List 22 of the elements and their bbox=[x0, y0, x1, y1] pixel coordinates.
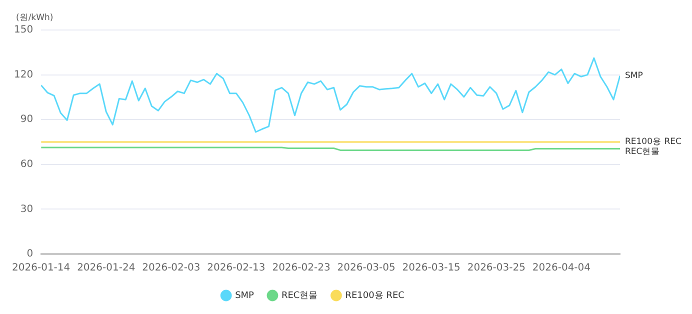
y-tick-label: 60 bbox=[20, 158, 34, 170]
x-tick-label: 2026-02-03 bbox=[142, 262, 200, 274]
x-tick-label: 2026-02-23 bbox=[272, 262, 330, 274]
x-tick-label: 2026-03-05 bbox=[337, 262, 396, 274]
legend-label: REC현물 bbox=[281, 290, 318, 301]
y-tick-label: 120 bbox=[14, 69, 34, 80]
x-tick-label: 2026-01-14 bbox=[12, 262, 70, 274]
x-tick-label: 2026-01-24 bbox=[77, 262, 136, 274]
x-tick-label: 2026-03-25 bbox=[467, 262, 526, 274]
y-tick-label: 0 bbox=[26, 248, 34, 260]
x-tick-label: 2026-02-13 bbox=[207, 262, 266, 274]
text: REC현물 bbox=[625, 147, 660, 158]
legend-label: RE100용 REC bbox=[345, 290, 404, 301]
legend-label: SMP bbox=[235, 290, 255, 301]
y-tick-label: 150 bbox=[14, 24, 34, 36]
text: SMP bbox=[625, 71, 643, 82]
text: RE100용 REC bbox=[625, 137, 682, 148]
y-axis-title: (원/kWh) bbox=[16, 13, 54, 23]
y-tick-label: 30 bbox=[20, 204, 34, 215]
y-tick-label: 90 bbox=[20, 114, 34, 126]
x-tick-label: 2026-04-04 bbox=[532, 262, 591, 274]
x-tick-label: 2026-03-15 bbox=[402, 262, 460, 274]
